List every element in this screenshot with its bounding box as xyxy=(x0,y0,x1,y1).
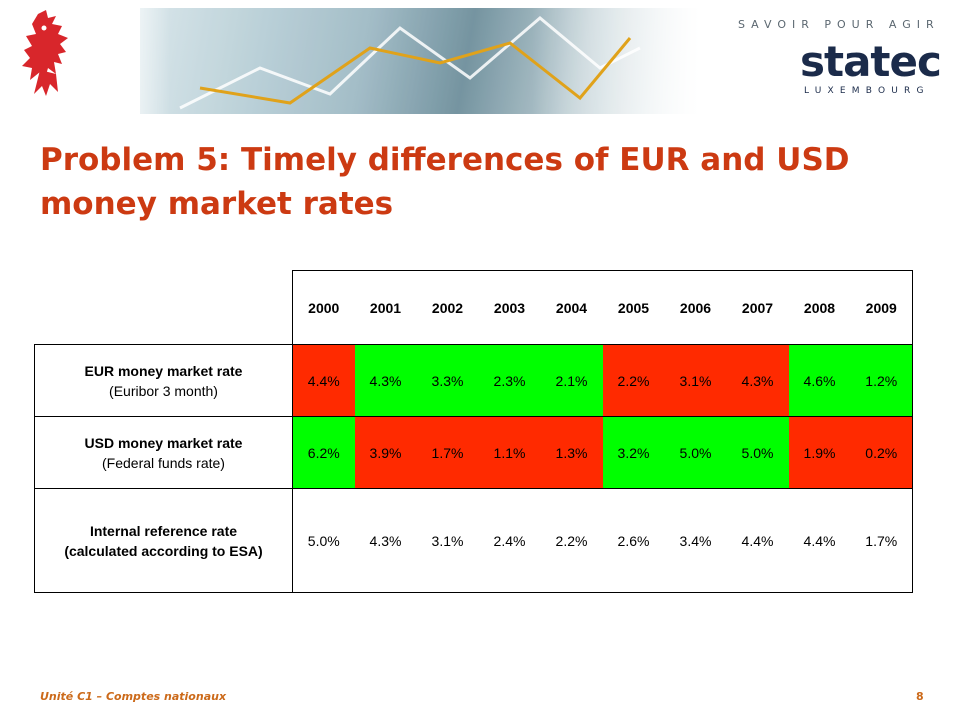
rate-cell: 2.2% xyxy=(540,488,603,593)
row-label-usd: USD money market rate (Federal funds rat… xyxy=(34,416,293,489)
header-banner: SAVOIR POUR AGIR statec LUXEMBOURG xyxy=(0,0,960,118)
page-number: 8 xyxy=(916,690,924,703)
year-header: 2001 xyxy=(354,270,417,345)
table-row-reference: Internal reference rate (calculated acco… xyxy=(34,488,913,593)
luxembourg-lion-icon xyxy=(22,10,68,96)
row-label-title: Internal reference rate xyxy=(89,522,238,539)
banner-background-image xyxy=(140,8,700,114)
year-header: 2000 xyxy=(292,270,355,345)
row-label-title: EUR money market rate xyxy=(84,362,243,379)
year-header: 2002 xyxy=(416,270,479,345)
tagline: SAVOIR POUR AGIR xyxy=(738,18,940,31)
rate-cell: 4.4% xyxy=(788,488,851,593)
rate-cell: 3.4% xyxy=(664,488,727,593)
rate-cell: 3.1% xyxy=(664,344,727,417)
rate-cell: 6.2% xyxy=(292,416,355,489)
year-header: 2008 xyxy=(788,270,851,345)
rate-cell: 5.0% xyxy=(292,488,355,593)
rate-cell: 1.7% xyxy=(850,488,913,593)
rate-cell: 2.2% xyxy=(602,344,665,417)
rate-cell: 2.3% xyxy=(478,344,541,417)
rate-cell: 5.0% xyxy=(726,416,789,489)
year-header-row: 2000 2001 2002 2003 2004 2005 2006 2007 … xyxy=(35,270,913,345)
rate-cell: 4.4% xyxy=(292,344,355,417)
rate-cell: 3.2% xyxy=(602,416,665,489)
rate-cell: 2.1% xyxy=(540,344,603,417)
rate-cell: 3.1% xyxy=(416,488,479,593)
rate-cell: 4.4% xyxy=(726,488,789,593)
rate-cell: 1.7% xyxy=(416,416,479,489)
year-header: 2005 xyxy=(602,270,665,345)
rate-cell: 1.9% xyxy=(788,416,851,489)
row-label-reference: Internal reference rate (calculated acco… xyxy=(34,488,293,593)
rate-cell: 2.4% xyxy=(478,488,541,593)
rates-table: 2000 2001 2002 2003 2004 2005 2006 2007 … xyxy=(34,270,913,593)
rate-cell: 1.2% xyxy=(850,344,913,417)
rate-cell: 3.3% xyxy=(416,344,479,417)
footer-unit-label: Unité C1 – Comptes nationaux xyxy=(40,690,227,703)
year-header: 2004 xyxy=(540,270,603,345)
year-header: 2009 xyxy=(850,270,913,345)
rate-cell: 4.3% xyxy=(354,488,417,593)
row-label-eur: EUR money market rate (Euribor 3 month) xyxy=(34,344,293,417)
rate-cell: 2.6% xyxy=(602,488,665,593)
year-header: 2006 xyxy=(664,270,727,345)
banner-chart-lines xyxy=(179,16,641,110)
statec-logo-subtitle: LUXEMBOURG xyxy=(804,86,930,96)
rate-cell: 1.1% xyxy=(478,416,541,489)
rate-cell: 1.3% xyxy=(540,416,603,489)
row-label-title-2: (calculated according to ESA) xyxy=(64,542,263,559)
table-corner xyxy=(35,271,293,345)
statec-logo: statec xyxy=(800,37,942,86)
row-label-subtitle: (Federal funds rate) xyxy=(102,454,225,471)
rate-cell: 3.9% xyxy=(354,416,417,489)
row-label-title: USD money market rate xyxy=(84,434,243,451)
year-header: 2007 xyxy=(726,270,789,345)
row-label-subtitle: (Euribor 3 month) xyxy=(109,382,218,399)
rate-cell: 4.3% xyxy=(726,344,789,417)
rate-cell: 0.2% xyxy=(850,416,913,489)
table-row-usd: USD money market rate (Federal funds rat… xyxy=(34,416,913,489)
rate-cell: 5.0% xyxy=(664,416,727,489)
table-row-eur: EUR money market rate (Euribor 3 month) … xyxy=(34,344,913,417)
year-header: 2003 xyxy=(478,270,541,345)
rate-cell: 4.3% xyxy=(354,344,417,417)
slide-title: Problem 5: Timely differences of EUR and… xyxy=(40,142,850,222)
rate-cell: 4.6% xyxy=(788,344,851,417)
